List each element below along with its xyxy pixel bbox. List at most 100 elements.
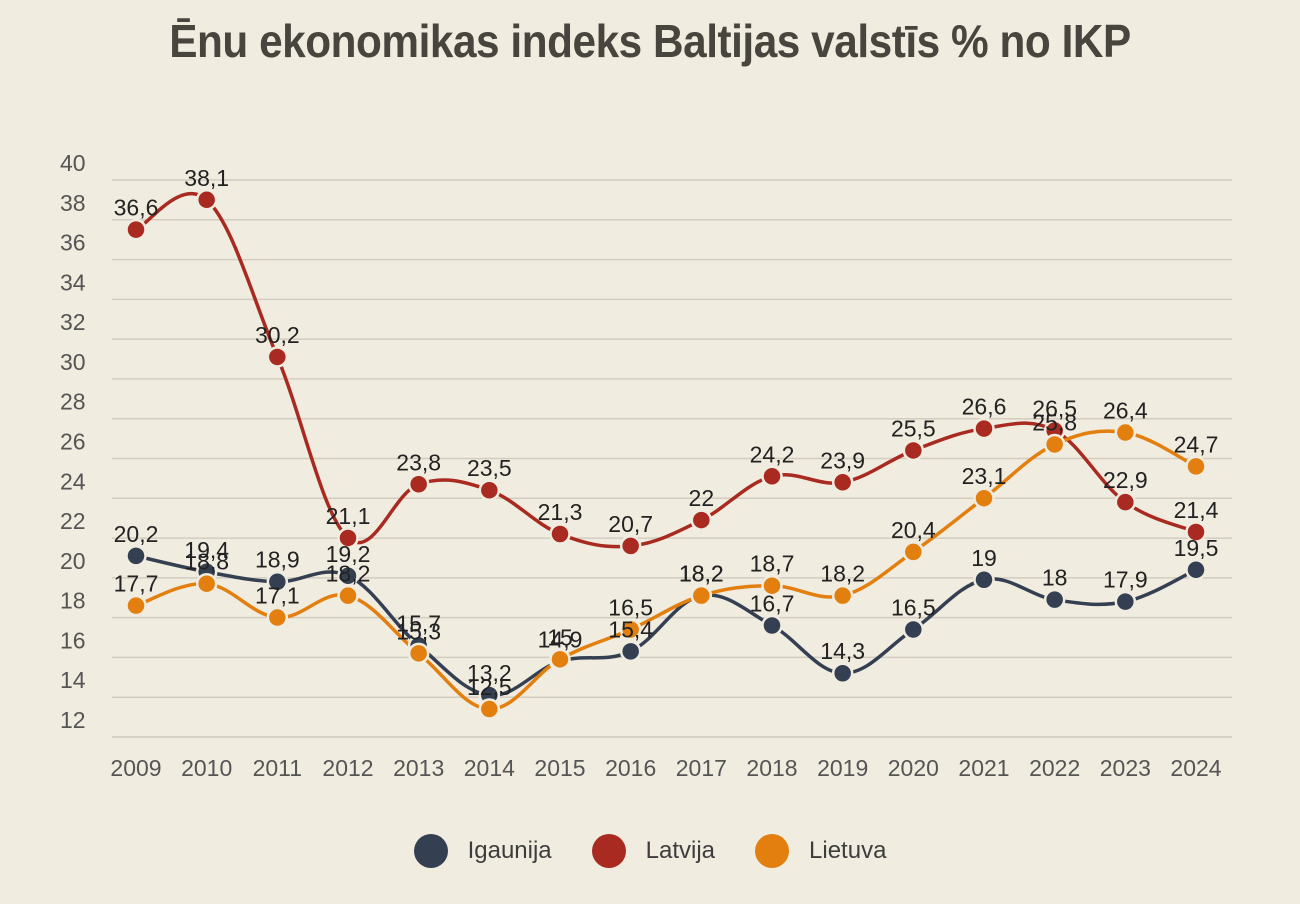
data-label-latvija: 23,9 bbox=[820, 447, 865, 473]
data-label-igaunija: 18,9 bbox=[255, 547, 300, 573]
data-label-igaunija: 19,2 bbox=[326, 541, 371, 567]
data-label-igaunija: 15,4 bbox=[608, 616, 653, 642]
data-point-lietuva bbox=[1185, 455, 1207, 478]
data-label-lietuva: 17,7 bbox=[114, 571, 159, 597]
data-point-latvija bbox=[478, 479, 501, 501]
data-point-lietuva bbox=[761, 574, 783, 597]
data-point-latvija bbox=[337, 527, 359, 549]
data-point-igaunija bbox=[1185, 559, 1207, 581]
data-label-latvija: 20,7 bbox=[608, 511, 653, 537]
data-point-igaunija bbox=[902, 618, 925, 641]
data-label-igaunija: 18 bbox=[1042, 565, 1068, 591]
y-tick-label: 28 bbox=[60, 389, 86, 415]
legend-item-igaunija: Igaunija bbox=[413, 834, 552, 868]
data-point-igaunija bbox=[973, 569, 995, 591]
x-tick-label: 2023 bbox=[1100, 755, 1151, 781]
data-labels: 20,2 19,4 18,9 19,2 15,7 13,2 14,9 15,4 18,2 16,7… bbox=[114, 165, 1219, 700]
data-point-latvija bbox=[549, 523, 571, 545]
x-tick-label: 2020 bbox=[888, 755, 939, 781]
data-label-igaunija: 15,7 bbox=[396, 610, 441, 636]
data-label-latvija: 22,9 bbox=[1103, 467, 1148, 493]
data-label-igaunija: 18,2 bbox=[679, 561, 724, 587]
data-label-igaunija: 14,9 bbox=[538, 626, 583, 652]
data-point-latvija bbox=[831, 471, 854, 494]
data-label-lietuva: 18,8 bbox=[184, 549, 229, 575]
data-label-lietuva: 12,5 bbox=[467, 674, 512, 700]
data-label-lietuva: 26,4 bbox=[1103, 398, 1148, 424]
legend-swatch bbox=[755, 834, 790, 868]
x-tick-label: 2022 bbox=[1029, 755, 1080, 781]
data-label-igaunija: 20,2 bbox=[114, 521, 159, 547]
legend-label: Igaunija bbox=[467, 837, 552, 864]
x-tick-label: 2010 bbox=[181, 755, 232, 781]
data-label-igaunija: 19,5 bbox=[1174, 535, 1219, 561]
legend-item-latvija: Latvija bbox=[591, 834, 716, 868]
x-tick-label: 2018 bbox=[746, 755, 797, 781]
data-label-lietuva: 23,1 bbox=[962, 463, 1007, 489]
y-tick-label: 16 bbox=[60, 627, 86, 653]
x-tick-label: 2009 bbox=[110, 755, 161, 781]
data-point-lietuva bbox=[549, 648, 571, 671]
data-label-lietuva: 18,2 bbox=[326, 561, 371, 587]
x-tick-label: 2012 bbox=[322, 755, 373, 781]
data-point-lietuva bbox=[337, 584, 359, 607]
data-label-igaunija: 16,5 bbox=[891, 594, 936, 620]
legend-label: Latvija bbox=[645, 837, 716, 864]
data-point-latvija bbox=[619, 535, 642, 557]
data-label-latvija: 30,2 bbox=[255, 322, 300, 348]
series-points bbox=[125, 189, 1207, 720]
y-tick-label: 20 bbox=[60, 548, 86, 574]
data-label-lietuva: 15,3 bbox=[396, 618, 441, 644]
data-point-lietuva bbox=[973, 487, 995, 509]
data-label-latvija: 22 bbox=[689, 485, 715, 511]
y-tick-label: 30 bbox=[60, 349, 86, 375]
data-point-latvija bbox=[407, 473, 430, 496]
data-point-lietuva bbox=[690, 584, 713, 607]
y-tick-label: 26 bbox=[60, 429, 86, 455]
data-point-igaunija bbox=[266, 570, 289, 593]
x-tick-label: 2016 bbox=[605, 755, 656, 781]
data-label-latvija: 21,4 bbox=[1174, 497, 1219, 523]
data-label-lietuva: 18,2 bbox=[679, 561, 724, 587]
data-label-latvija: 26,5 bbox=[1032, 396, 1077, 422]
y-tick-label: 18 bbox=[60, 588, 86, 614]
data-point-lietuva bbox=[619, 618, 642, 641]
data-point-latvija bbox=[266, 346, 289, 368]
data-label-latvija: 24,2 bbox=[750, 441, 795, 467]
data-label-latvija: 21,3 bbox=[538, 499, 583, 525]
data-label-lietuva: 15 bbox=[547, 624, 573, 650]
data-point-latvija bbox=[195, 189, 218, 211]
data-point-lietuva bbox=[195, 572, 218, 595]
data-label-igaunija: 16,7 bbox=[750, 591, 795, 617]
legend-item-lietuva: Lietuva bbox=[755, 834, 886, 868]
data-label-lietuva: 18,2 bbox=[820, 561, 865, 587]
data-label-igaunija: 14,3 bbox=[820, 638, 865, 664]
data-point-lietuva bbox=[125, 594, 147, 617]
data-point-latvija bbox=[125, 218, 147, 241]
y-tick-label: 34 bbox=[60, 269, 86, 295]
data-label-igaunija: 19 bbox=[971, 545, 997, 571]
series-line-latvija bbox=[135, 191, 1197, 549]
data-point-igaunija bbox=[1114, 590, 1137, 613]
legend: Igaunija Latvija Lietuva bbox=[0, 834, 1300, 868]
x-tick-label: 2013 bbox=[393, 755, 444, 781]
series-line-igaunija bbox=[135, 554, 1197, 697]
y-tick-label: 38 bbox=[60, 190, 86, 216]
data-point-lietuva bbox=[1114, 421, 1137, 444]
data-point-lietuva bbox=[902, 541, 925, 563]
grid-lines bbox=[112, 179, 1232, 738]
x-tick-label: 2011 bbox=[253, 755, 302, 781]
data-label-lietuva: 16,5 bbox=[608, 594, 653, 620]
data-point-latvija bbox=[690, 509, 713, 531]
series-lines bbox=[135, 191, 1197, 711]
x-tick-label: 2019 bbox=[817, 755, 868, 781]
data-point-lietuva bbox=[407, 642, 430, 665]
data-point-latvija bbox=[761, 465, 783, 488]
data-point-lietuva bbox=[831, 584, 854, 607]
data-label-lietuva: 24,7 bbox=[1174, 431, 1219, 457]
y-axis-ticks: 12 14 16 18 20 22 24 26 28 30 32 34 36 38 40 bbox=[60, 150, 86, 733]
x-tick-label: 2024 bbox=[1170, 755, 1221, 781]
data-label-latvija: 23,8 bbox=[396, 449, 441, 475]
y-tick-label: 22 bbox=[60, 508, 86, 534]
data-label-lietuva: 20,4 bbox=[891, 517, 936, 543]
